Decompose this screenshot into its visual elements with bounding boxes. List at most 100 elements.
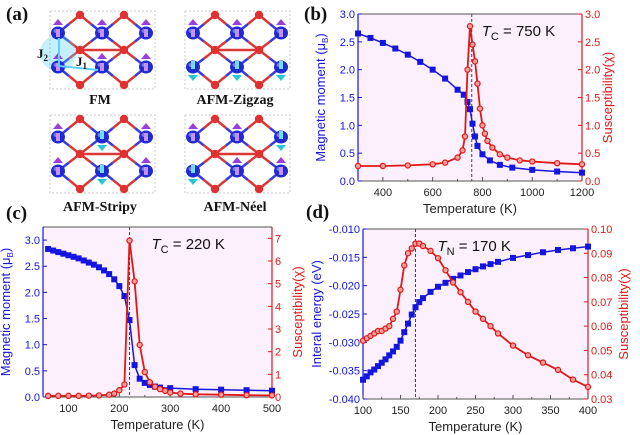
y-right-tick-label: 0.08 [591, 273, 612, 285]
spin-shaft [100, 165, 104, 173]
data-point-square [480, 263, 486, 270]
data-point-circle [539, 359, 547, 366]
spin-up-arrow-icon [53, 123, 63, 129]
annotation-sub: C [161, 244, 169, 256]
panel-label-c: (c) [6, 203, 28, 224]
data-point-circle [464, 66, 471, 73]
data-point-circle [95, 392, 103, 399]
data-point-square [496, 161, 503, 168]
data-point-square [429, 66, 436, 73]
data-point-square [60, 250, 67, 257]
y-right-tick-label: 3 [275, 324, 281, 336]
data-point-circle [487, 322, 494, 330]
unit-cell-outline [184, 10, 291, 90]
data-point-square [382, 356, 389, 363]
data-point-circle [389, 315, 397, 323]
data-point-circle [141, 368, 148, 376]
y-left-axis-label: Magnetic moment (μB) [0, 248, 15, 376]
spin-down-arrow-icon [97, 179, 107, 185]
data-point-circle [494, 330, 502, 337]
structure-label-zigzag: AFM-Zigzag [196, 93, 274, 108]
spin-shaft [235, 167, 239, 175]
y-left-tick-label: 1.5 [340, 93, 355, 105]
data-point-circle [151, 383, 159, 390]
spin-down-arrow-icon [188, 75, 198, 81]
spin-up-arrow-icon [232, 157, 242, 163]
x-tick-label: 600 [423, 187, 441, 199]
data-point-square [579, 169, 585, 176]
y-left-axis-label-sub: B [321, 38, 330, 43]
plot-background [43, 227, 272, 397]
spin-shaft [144, 133, 148, 141]
structure-0: J1 J2 [37, 10, 156, 90]
x-tick-label: 300 [161, 403, 179, 415]
data-point-circle [177, 390, 184, 397]
data-point-circle [116, 387, 123, 394]
data-point-circle [442, 267, 449, 274]
ligand-atom [210, 184, 220, 194]
data-point-square [465, 269, 471, 276]
y-left-tick-label: 3.0 [25, 235, 40, 247]
data-point-square [393, 343, 400, 350]
data-point-circle [479, 315, 487, 323]
data-point-square [75, 255, 82, 262]
data-point-square [412, 304, 419, 311]
data-point-square [116, 283, 123, 290]
y-right-tick-label: 1.5 [585, 93, 600, 105]
data-point-square [540, 249, 546, 256]
ligand-atom [210, 10, 220, 20]
y-left-tick-label: 1.5 [25, 314, 40, 326]
spin-down-arrow-icon [188, 179, 198, 185]
annotation-T: T [152, 236, 163, 253]
y-right-tick-label: 0.5 [585, 148, 600, 160]
x-axis-label: Temperature (K) [111, 417, 205, 432]
data-point-square [55, 249, 62, 256]
data-point-circle [554, 366, 562, 374]
annotation-sub: N [447, 246, 455, 258]
ligand-atom [119, 45, 129, 55]
data-point-circle [397, 286, 404, 293]
y-right-tick-label: 2.0 [585, 65, 600, 77]
data-point-square [435, 283, 441, 290]
x-tick-label: 400 [374, 187, 392, 199]
ligand-atom [210, 149, 220, 159]
data-point-circle [146, 379, 154, 386]
structure-3 [184, 114, 291, 194]
data-point-circle [44, 392, 52, 400]
ligand-atom [119, 184, 129, 194]
data-point-circle [65, 392, 72, 400]
series-line-left [357, 32, 583, 174]
data-point-circle [55, 392, 62, 400]
data-point-square [472, 266, 479, 273]
unit-cell-outline [49, 114, 156, 194]
data-point-square [486, 157, 493, 164]
data-point-square [45, 245, 52, 252]
x-axis-label: Temperature (K) [429, 419, 523, 434]
x-tick-label: 500 [263, 403, 281, 415]
data-point-square [417, 58, 424, 65]
transition-annotation: TN = 170 K [438, 238, 511, 258]
data-point-square [85, 259, 92, 266]
data-point-circle [429, 161, 436, 168]
spin-shaft [56, 63, 60, 71]
structure-2 [49, 114, 156, 194]
spin-up-arrow-icon [141, 53, 151, 59]
data-point-square [126, 317, 133, 324]
spin-up-arrow-icon [276, 19, 286, 25]
data-point-square [420, 295, 426, 302]
data-point-circle [529, 158, 536, 165]
spin-down-arrow-icon [276, 75, 286, 81]
spin-shaft [279, 131, 283, 139]
x-tick-label: 1200 [570, 187, 594, 199]
data-point-square [243, 387, 250, 394]
y-left-tick-label: -0.015 [329, 252, 360, 264]
annotation-T: T [482, 23, 493, 40]
y-left-tick-label: 2.5 [25, 261, 40, 273]
y-left-axis-label: Interal energy (eV) [309, 260, 324, 368]
data-point-square [390, 348, 396, 355]
data-point-circle [393, 308, 400, 315]
data-point-square [95, 264, 102, 271]
x-tick-label: 300 [504, 405, 522, 417]
spin-up-arrow-icon [141, 123, 151, 129]
spin-shaft [191, 61, 195, 69]
